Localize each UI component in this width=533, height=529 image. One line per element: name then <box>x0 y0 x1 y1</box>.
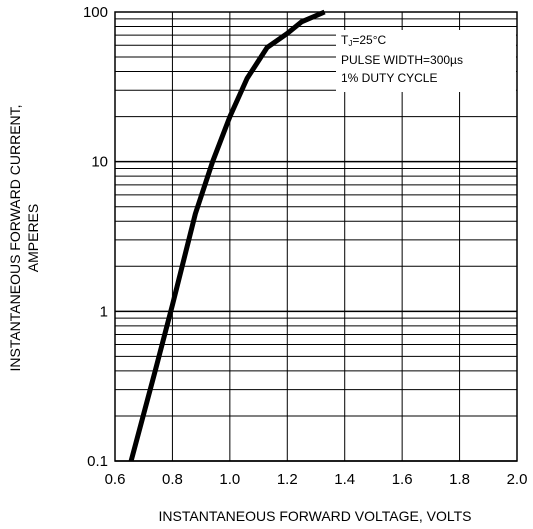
y-tick-label: 10 <box>91 154 108 171</box>
x-tick-label: 1.2 <box>277 471 298 488</box>
annotation-duty-cycle: 1% DUTY CYCLE <box>341 71 437 85</box>
y-tick-label: 0.1 <box>87 453 108 470</box>
x-tick-label: 1.0 <box>219 471 240 488</box>
y-tick-labels: 0.1 1 10 100 <box>83 4 108 470</box>
plot-frame <box>114 11 518 462</box>
x-tick-label: 1.8 <box>449 471 470 488</box>
x-tick-label: 1.6 <box>392 471 413 488</box>
x-tick-label: 2.0 <box>507 471 528 488</box>
x-tick-label: 0.6 <box>105 471 126 488</box>
annotation-pulse-width: PULSE WIDTH=300µs <box>341 53 463 67</box>
y-axis-title-line-2: AMPERES <box>25 204 41 272</box>
forward-current-curve <box>128 9 326 462</box>
annotation-box <box>336 30 516 92</box>
x-tick-label: 1.4 <box>334 471 355 488</box>
y-tick-label: 1 <box>100 303 108 320</box>
y-axis-title-line-1: INSTANTANEOUS FORWARD CURRENT, <box>7 104 23 371</box>
x-tick-label: 0.8 <box>162 471 183 488</box>
x-axis-title: INSTANTANEOUS FORWARD VOLTAGE, VOLTS <box>159 508 472 524</box>
annotation-temperature: TJ=25°C <box>341 33 386 48</box>
y-tick-label: 100 <box>83 4 108 21</box>
x-tick-labels: 0.6 0.8 1.0 1.2 1.4 1.6 1.8 2.0 <box>105 471 528 488</box>
